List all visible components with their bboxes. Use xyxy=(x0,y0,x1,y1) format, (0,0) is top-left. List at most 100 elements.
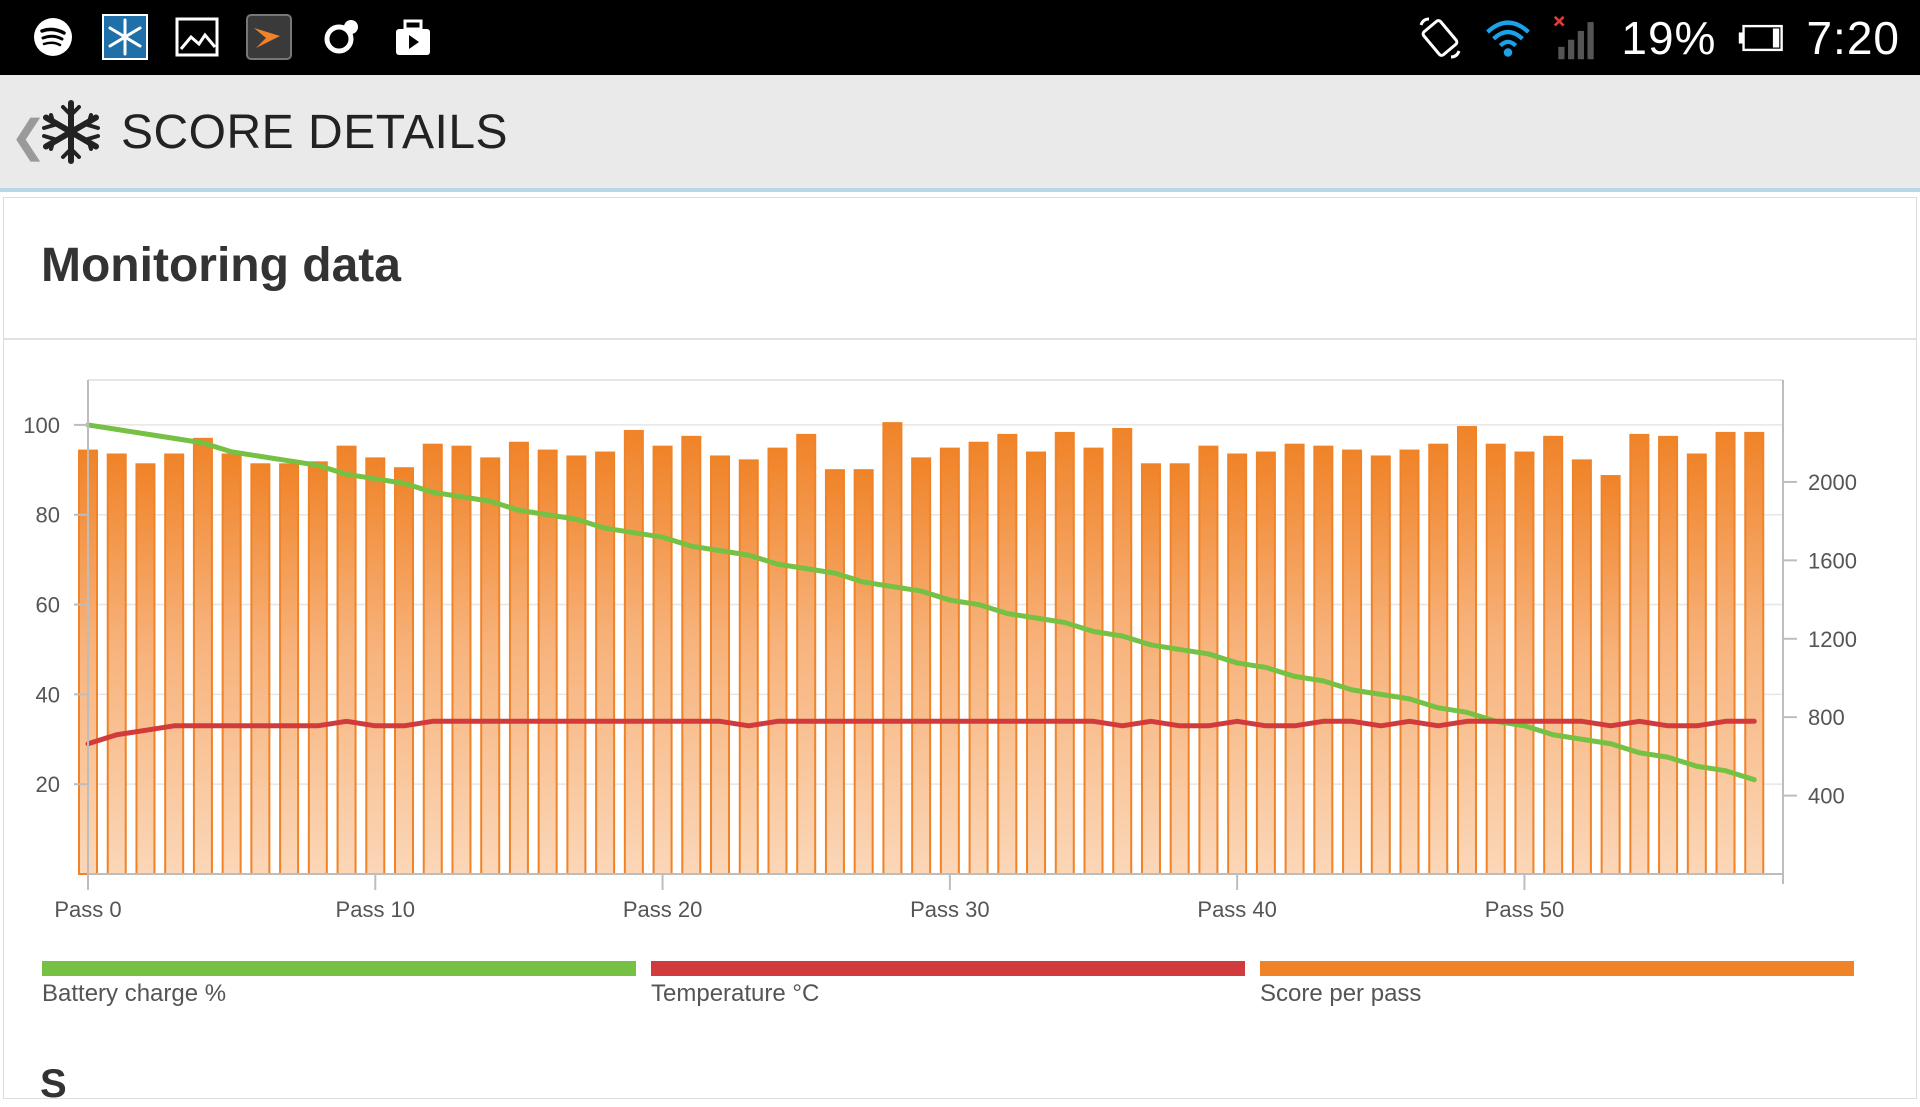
legend-label: Score per pass xyxy=(1260,980,1422,1007)
score-bar xyxy=(1744,431,1765,875)
system-icons: 19% 7:20 xyxy=(1417,10,1900,66)
snowflake-icon[interactable] xyxy=(38,99,104,165)
score-bar xyxy=(192,437,213,875)
battery-percent: 19% xyxy=(1621,12,1717,64)
y-left-tick-label: 60 xyxy=(36,593,60,618)
score-bar xyxy=(997,433,1018,875)
y-left-tick-label: 40 xyxy=(36,682,60,707)
monitoring-chart: 20 40 60 80 100 400 800 1200 1600 2000 Pass 0 Pass … xyxy=(23,379,1857,922)
legend-item: Battery charge % xyxy=(42,961,636,1021)
score-bar xyxy=(968,441,989,875)
battery-line xyxy=(85,422,1757,783)
score-bar xyxy=(824,469,845,875)
score-bar xyxy=(1715,431,1736,875)
legend-item: Score per pass xyxy=(1260,961,1854,1021)
score-bar xyxy=(710,455,731,875)
y-right-tick-label: 2000 xyxy=(1808,470,1857,495)
score-bar xyxy=(1658,435,1679,875)
score-bar xyxy=(595,451,616,875)
score-bar xyxy=(911,457,932,875)
score-bar xyxy=(422,443,443,875)
wifi-icon xyxy=(1485,15,1531,61)
score-bar xyxy=(135,463,156,875)
card-title: Monitoring data xyxy=(41,239,401,292)
score-bar xyxy=(1140,463,1161,875)
y-right-tick-label: 1600 xyxy=(1808,548,1857,573)
score-bar xyxy=(1054,431,1075,875)
legend-swatch xyxy=(42,961,636,976)
score-bar xyxy=(1370,455,1391,875)
score-bar xyxy=(106,453,127,875)
card-header: Monitoring data xyxy=(4,198,1916,340)
x-tick-label: Pass 30 xyxy=(910,897,990,922)
score-bar xyxy=(1485,443,1506,875)
score-bar xyxy=(1284,443,1305,875)
app-bar: ❮ SCORE DETAILS xyxy=(0,75,1920,192)
rotate-icon xyxy=(1417,15,1463,61)
x-tick-label: Pass 40 xyxy=(1197,897,1277,922)
legend-label: Battery charge % xyxy=(42,980,227,1007)
score-bar xyxy=(1600,475,1621,875)
x-tick-label: Pass 20 xyxy=(623,897,703,922)
score-bar xyxy=(652,445,673,875)
score-bar xyxy=(939,447,960,875)
score-bar xyxy=(451,445,472,875)
x-tick-label: Pass 0 xyxy=(54,897,121,922)
score-bar xyxy=(394,467,415,875)
battery-icon xyxy=(1738,15,1784,61)
legend-label: Temperature °C xyxy=(651,980,820,1007)
score-bar xyxy=(1686,453,1707,875)
speed-app-icon xyxy=(246,14,292,60)
legend-swatch xyxy=(1260,961,1854,976)
score-bar xyxy=(480,457,501,875)
chevron-left-icon[interactable]: ❮ xyxy=(10,112,47,161)
x-tick-label: Pass 50 xyxy=(1485,897,1565,922)
page-title: SCORE DETAILS xyxy=(121,106,509,159)
score-bar xyxy=(1198,445,1219,875)
score-bar xyxy=(1313,445,1334,875)
score-bar xyxy=(365,457,386,875)
x-tick-label: Pass 10 xyxy=(336,897,416,922)
score-bar xyxy=(307,461,328,875)
score-bar xyxy=(1112,428,1133,875)
score-bar xyxy=(1428,443,1449,875)
score-bar xyxy=(164,453,185,875)
score-bar xyxy=(1026,451,1047,875)
next-section-title: S xyxy=(40,1062,67,1106)
notification-icons xyxy=(30,14,436,60)
score-bar xyxy=(1399,449,1420,875)
score-bar xyxy=(221,453,242,875)
score-bar xyxy=(681,435,702,875)
score-bar xyxy=(1169,463,1190,875)
score-bar xyxy=(1514,451,1535,875)
score-bar xyxy=(1083,447,1104,875)
sync-icon xyxy=(318,14,364,60)
score-bar xyxy=(1342,449,1363,875)
video-icon xyxy=(390,14,436,60)
score-bar xyxy=(1255,451,1276,875)
score-bar xyxy=(336,445,357,875)
score-bar xyxy=(623,429,644,875)
score-bar xyxy=(1456,426,1477,875)
spotify-icon xyxy=(30,14,76,60)
score-bar xyxy=(1571,459,1592,875)
score-bar xyxy=(250,463,271,875)
temperature-line xyxy=(85,718,1757,747)
y-right-tick-label: 800 xyxy=(1808,705,1845,730)
score-bar xyxy=(853,469,874,875)
y-left-tick-label: 20 xyxy=(36,772,60,797)
score-bar xyxy=(796,433,817,875)
y-left-tick-label: 100 xyxy=(23,413,60,438)
legend-swatch xyxy=(651,961,1245,976)
y-right-tick-label: 400 xyxy=(1808,784,1845,809)
score-bar xyxy=(767,447,788,875)
status-bar: 19% 7:20 xyxy=(0,0,1920,75)
score-bar xyxy=(279,463,300,875)
score-bar xyxy=(738,459,759,875)
y-right-tick-label: 1200 xyxy=(1808,627,1857,652)
score-bar xyxy=(882,422,903,875)
score-bar xyxy=(1629,433,1650,875)
clock: 7:20 xyxy=(1806,12,1900,64)
legend-item: Temperature °C xyxy=(651,961,1245,1021)
gallery-icon xyxy=(174,14,220,60)
